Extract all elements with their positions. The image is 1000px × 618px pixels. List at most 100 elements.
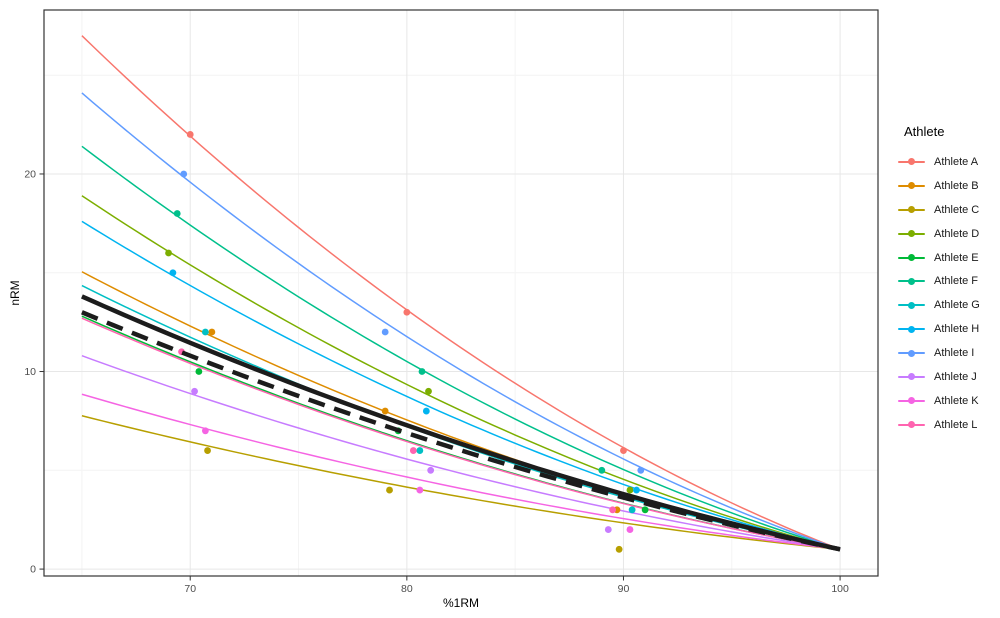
legend-entry: Athlete J <box>898 365 998 389</box>
athlete-curve <box>81 355 841 551</box>
legend-key-icon <box>898 368 925 385</box>
legend-entry-label: Athlete K <box>934 394 979 407</box>
legend-key-dot <box>908 421 915 429</box>
legend-key-dot <box>908 325 915 333</box>
data-point <box>381 328 389 336</box>
y-tick-label: 20 <box>24 169 36 181</box>
athlete-curve <box>81 317 841 551</box>
legend-entry: Athlete I <box>898 341 998 365</box>
legend-entry-label: Athlete B <box>934 179 979 192</box>
legend-key-icon <box>898 392 925 409</box>
data-point <box>626 486 634 494</box>
legend-key-dot <box>908 301 915 309</box>
athlete-curve <box>81 220 841 551</box>
legend-entry-label: Athlete C <box>934 203 980 216</box>
data-point <box>165 249 172 257</box>
legend-key-icon <box>898 225 925 242</box>
legend-entry: Athlete L <box>898 413 998 437</box>
athlete-curve <box>81 145 841 551</box>
data-point <box>180 170 188 178</box>
legend-entry: Athlete F <box>898 269 998 293</box>
panel-border <box>43 9 879 577</box>
data-point <box>416 486 424 494</box>
data-point <box>201 328 209 336</box>
y-tick-label: 10 <box>24 366 36 378</box>
data-point <box>637 466 645 474</box>
legend-entry-label: Athlete J <box>934 370 977 383</box>
athlete-curve <box>81 195 841 551</box>
legend-key-dot <box>908 373 915 381</box>
data-point <box>604 526 612 533</box>
data-point <box>186 131 194 138</box>
legend-key-icon <box>898 297 925 314</box>
x-tick-label: 70 <box>184 583 196 595</box>
data-point <box>416 447 424 454</box>
data-point <box>598 466 606 474</box>
legend-key-icon <box>898 177 925 194</box>
data-point <box>409 447 417 454</box>
data-point <box>620 447 627 454</box>
legend-key-dot <box>908 206 915 214</box>
legend-key-dot <box>908 182 915 190</box>
athlete-curve <box>81 92 841 551</box>
legend-key-icon <box>898 153 925 170</box>
legend-key-dot <box>908 349 915 357</box>
data-point <box>208 328 216 336</box>
data-point <box>418 368 426 375</box>
legend-key-icon <box>898 345 925 362</box>
legend-entry-label: Athlete I <box>934 347 975 360</box>
x-tick-label: 90 <box>618 583 630 595</box>
data-point <box>633 486 640 494</box>
legend-entry: Athlete H <box>898 317 998 341</box>
x-axis-title: %1RM <box>442 596 479 610</box>
y-axis-title: nRM <box>8 280 22 306</box>
legend-entries: Athlete A Athlete B Athlete C Athlete D Athl… <box>898 150 998 437</box>
legend-entry: Athlete E <box>898 246 998 270</box>
data-point <box>195 368 203 375</box>
data-point <box>609 506 617 514</box>
legend-entry-label: Athlete L <box>934 418 978 431</box>
legend-key-icon <box>898 201 925 218</box>
group-line-dashed <box>81 310 841 552</box>
legend-key-icon <box>898 416 925 433</box>
legend-title: Athlete <box>904 124 945 139</box>
group-line-solid <box>81 294 841 552</box>
data-point <box>641 506 649 514</box>
data-point <box>201 427 209 435</box>
legend-entry-label: Athlete A <box>934 155 979 168</box>
legend-entry: Athlete B <box>898 174 998 198</box>
data-point <box>422 407 430 415</box>
x-tick-label: 100 <box>831 583 849 595</box>
data-point <box>169 269 177 277</box>
data-point <box>204 447 211 454</box>
data-point <box>191 387 198 395</box>
athlete-curve <box>81 35 841 551</box>
data-point <box>386 486 393 494</box>
legend-entry: Athlete G <box>898 293 998 317</box>
data-point <box>626 526 634 533</box>
legend-key-dot <box>908 397 915 405</box>
legend-entry-label: Athlete G <box>934 299 980 312</box>
athlete-curve <box>81 415 841 551</box>
legend-entry-label: Athlete H <box>934 323 980 336</box>
data-point <box>427 466 435 474</box>
legend-key-icon <box>898 249 925 266</box>
legend-entry: Athlete D <box>898 222 998 246</box>
data-point <box>615 545 623 553</box>
y-tick-label: 0 <box>30 564 36 576</box>
data-point <box>381 407 389 415</box>
legend-key-dot <box>908 158 915 166</box>
legend-entry: Athlete K <box>898 389 998 413</box>
data-point <box>628 506 636 514</box>
legend-key-dot <box>908 254 915 261</box>
legend-entry-label: Athlete D <box>934 227 980 240</box>
legend-entry: Athlete A <box>898 150 998 174</box>
panel-background <box>44 10 878 576</box>
legend-entry-label: Athlete F <box>934 275 979 288</box>
x-tick-label: 80 <box>401 583 413 595</box>
data-point <box>425 387 432 395</box>
legend-key-dot <box>908 277 915 285</box>
legend-key-icon <box>898 321 925 338</box>
